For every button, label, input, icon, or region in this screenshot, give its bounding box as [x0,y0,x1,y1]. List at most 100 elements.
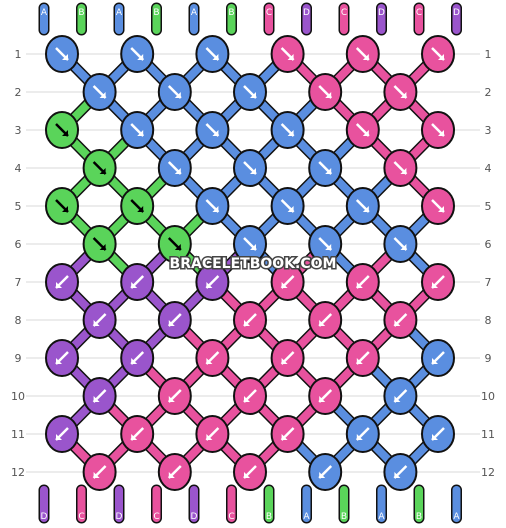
knot [45,263,79,301]
knot [82,225,117,263]
knot [120,339,155,377]
arrow-down-right-icon [92,85,107,99]
top-strand-label: B [228,8,234,18]
arrow-head [174,168,181,174]
arrow-down-right-icon [355,123,370,137]
arrow-head [244,396,250,402]
arrow-down-right-icon [393,237,408,251]
knot [45,187,79,225]
arrow-head [212,130,219,136]
arrow-down-right-icon [205,123,220,137]
arrow-down-right-icon [243,85,257,99]
arrow-down-left-icon [431,275,445,289]
arrow-head [281,434,288,440]
knot [345,111,380,149]
knot [270,35,305,73]
knot [383,73,418,111]
knot [157,453,192,491]
arrow-head [438,130,444,136]
knot [45,415,79,453]
knot [383,453,418,491]
arrow-head [319,472,326,478]
arrow-head [99,244,106,250]
top-strand-label: C [266,8,272,18]
top-strand-label: A [116,8,123,18]
knot [383,377,418,415]
row-label-right: 12 [481,466,495,479]
row-label-left: 8 [15,314,22,327]
bottom-strand-label: D [191,512,198,522]
knot [157,301,192,339]
arrow-down-right-icon [92,161,107,175]
arrow-down-right-icon [280,47,295,61]
arrow-head [250,168,256,174]
knot [270,111,305,149]
arrow-head [400,92,407,98]
knot [233,377,267,415]
arrow-down-left-icon [318,313,333,327]
arrow-head [400,168,407,174]
top-strand-label: D [378,8,385,18]
top-strand-label: C [416,8,422,18]
arrow-down-right-icon [167,237,182,251]
arrow-head [319,396,326,402]
arrow-down-right-icon [205,47,220,61]
row-label-right: 4 [485,162,492,175]
arrow-down-right-icon [280,199,295,213]
arrow-head [325,92,332,98]
arrow-down-right-icon [243,161,257,175]
knot [308,453,343,491]
arrow-down-right-icon [55,199,69,213]
knot [120,35,155,73]
arrow-head [250,92,256,98]
bottom-strand-label: B [416,512,422,522]
arrow-head [325,244,332,250]
arrow-head [174,244,181,250]
top-strand-label: A [191,8,198,18]
knot [308,73,343,111]
bottom-strand-label: A [453,512,460,522]
knot [45,339,79,377]
arrow-down-left-icon [243,465,257,479]
arrow-head [168,472,175,478]
knot [195,263,230,301]
arrow-down-left-icon [393,389,408,403]
arrow-down-right-icon [130,47,145,61]
arrow-head [137,54,144,60]
arrow-down-left-icon [167,313,182,327]
arrow-head [287,206,294,212]
arrow-down-right-icon [55,123,69,137]
arrow-down-right-icon [393,85,408,99]
arrow-head [206,358,213,364]
arrow-down-right-icon [130,199,145,213]
top-strand-label: C [341,8,347,18]
arrow-head [400,244,407,250]
row-label-left: 10 [11,390,25,403]
arrow-head [93,320,100,326]
arrow-head [131,282,138,288]
arrow-down-left-icon [130,275,145,289]
arrow-down-right-icon [280,123,295,137]
arrow-head [212,54,219,60]
arrow-head [287,54,294,60]
knot [233,73,267,111]
knot [82,301,117,339]
row-label-right: 6 [485,238,492,251]
arrow-down-right-icon [167,85,182,99]
knot [345,35,380,73]
knot [120,263,155,301]
arrow-down-left-icon [318,389,333,403]
arrow-head [62,206,68,212]
row-label-left: 11 [11,428,25,441]
bottom-strand-label: C [228,512,234,522]
row-label-right: 10 [481,390,495,403]
knot [345,187,380,225]
arrow-head [93,472,100,478]
row-label-right: 7 [485,276,492,289]
knot [82,73,117,111]
arrow-down-left-icon [55,427,69,441]
arrow-down-left-icon [243,389,257,403]
knot [383,301,418,339]
knot [157,225,192,263]
